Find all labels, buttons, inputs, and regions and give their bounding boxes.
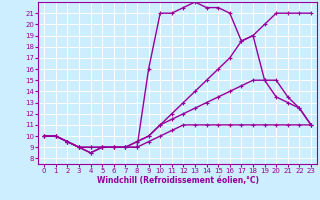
X-axis label: Windchill (Refroidissement éolien,°C): Windchill (Refroidissement éolien,°C)	[97, 176, 259, 185]
